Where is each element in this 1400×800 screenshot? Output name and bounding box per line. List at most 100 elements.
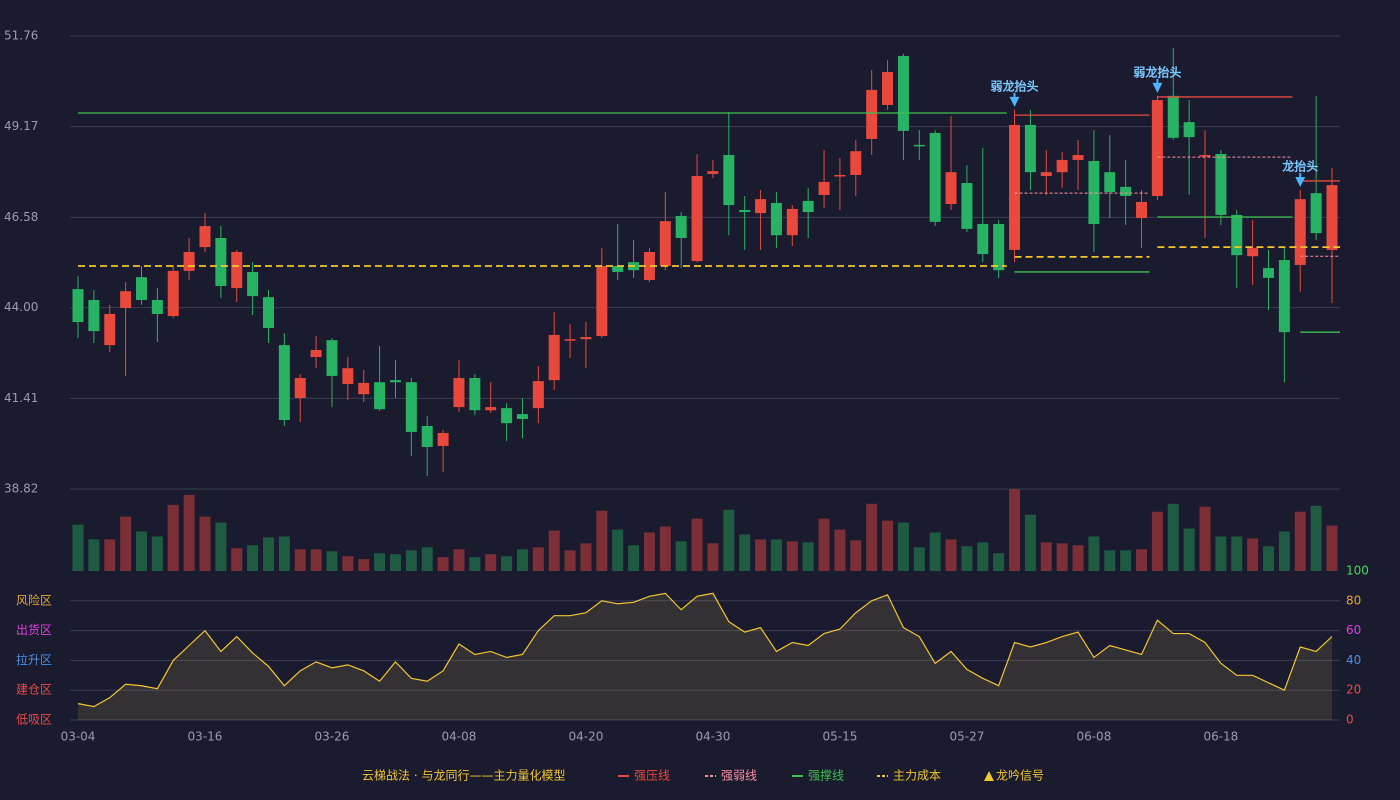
candle-body [135,277,147,300]
candle-body [643,251,655,281]
candle-body [532,381,544,409]
volume-bar [1326,525,1338,571]
candle-body [326,340,338,376]
candle-body [1183,122,1195,138]
x-tick-label: 03-26 [315,730,350,744]
x-tick-label: 04-30 [695,730,730,744]
volume-bar [167,504,179,571]
candle-body [1167,95,1179,138]
signal-label: 弱龙抬头 [991,78,1039,93]
candle-body [882,72,894,105]
candle-body [993,223,1005,271]
candle-body [913,144,925,147]
x-tick-label: 05-15 [822,730,857,744]
candle-body [1215,153,1227,215]
volume-bar [1104,550,1116,571]
volume-bar [945,539,957,571]
volume-bar [1278,531,1290,571]
candle-body [389,380,401,383]
candle-body [1024,124,1036,173]
volume-bar [326,551,338,571]
candle-body [405,382,417,432]
volume-bar [1024,514,1036,571]
volume-bar [770,539,782,571]
volume-bar [1310,505,1322,571]
volume-bar [929,532,941,571]
y-tick-label: 41.41 [4,391,38,405]
candle-body [707,171,719,174]
y-tick-label: 51.76 [4,29,38,43]
volume-bar [643,532,655,571]
candle-body [72,289,84,323]
candle-body [501,408,513,424]
candle-body [469,378,481,411]
zone-label: 拉升区 [16,652,52,667]
candle-body [1294,199,1306,265]
volume-bar [913,547,925,571]
y2-tick-label: 20 [1346,683,1361,697]
volume-bar [72,524,84,571]
candle-body [374,382,386,410]
volume-bar [247,545,259,571]
candle-body [866,89,878,139]
volume-bar [723,509,735,571]
y2-tick-label: 60 [1346,623,1361,637]
candle-body [1009,124,1021,250]
candle-body [1231,214,1243,256]
volume-bar [183,494,195,571]
candle-body [977,223,989,255]
signal-label: 龙抬头 [1282,159,1318,174]
volume-bar [882,520,894,571]
volume-bar [1167,503,1179,571]
y-tick-label: 46.58 [4,210,38,224]
candle-body [278,345,290,421]
x-tick-label: 06-18 [1203,730,1238,744]
volume-bar [151,536,163,571]
candle-body [1278,260,1290,333]
candle-body [691,176,703,262]
signal-arrow [1152,82,1163,93]
y2-tick-label: 80 [1346,593,1361,607]
legend-label: 龙吟信号 [996,768,1044,783]
volume-bar [231,548,243,571]
volume-bar [755,539,767,571]
x-tick-label: 03-04 [61,730,96,744]
candle-body [659,221,671,267]
candle-body [437,432,449,446]
volume-bar [485,554,497,571]
candle-body [199,226,211,248]
volume-bar [564,550,576,571]
volume-bar [1009,489,1021,571]
volume-bar [612,529,624,571]
candle-body [1072,155,1084,160]
zone-label: 出货区 [16,622,52,637]
volume-bar [1088,536,1100,571]
volume-bar [501,556,513,571]
volume-bar [469,557,481,571]
volume-bar [120,516,132,571]
y2-tick-label: 100 [1346,564,1369,578]
volume-bar [897,522,909,571]
volume-bar [977,542,989,571]
volume-bar [389,554,401,571]
zone-label: 低吸区 [16,713,52,727]
volume-bar [1199,506,1211,571]
candle-body [1263,268,1275,278]
y-tick-label: 44.00 [4,300,38,314]
legend-label: 强弱线 [721,769,757,783]
candle-body [215,237,227,286]
candle-body [1104,172,1116,193]
x-tick-label: 03-16 [188,730,223,744]
x-tick-label: 05-27 [949,730,984,744]
candle-body [770,202,782,236]
candle-body [1326,185,1338,250]
candle-body [262,297,274,328]
volume-bar [659,526,671,571]
volume-bar [1072,545,1084,571]
candle-body [929,132,941,222]
volume-bar [104,539,116,571]
candle-body [612,266,624,272]
signal-arrow [1009,96,1020,107]
volume-bar [628,545,640,571]
volume-bar [850,540,862,571]
